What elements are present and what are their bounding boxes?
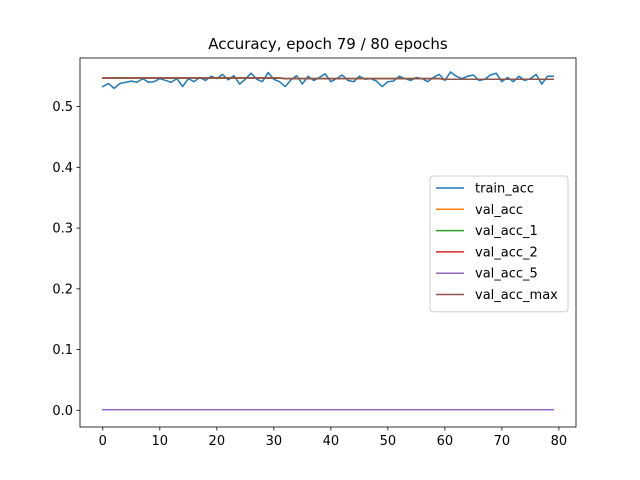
x-tick-label: 30 <box>266 434 283 449</box>
legend-label-val-acc-5: val_acc_5 <box>475 267 538 282</box>
x-tick-label: 40 <box>323 434 340 449</box>
x-tick-label: 70 <box>494 434 511 449</box>
x-tick-label: 60 <box>437 434 454 449</box>
y-tick-label: 0.1 <box>52 343 73 358</box>
series-line-train-acc <box>101 71 554 90</box>
x-tick-label: 10 <box>152 434 169 449</box>
x-tick-label: 80 <box>551 434 568 449</box>
x-tick-label: 50 <box>380 434 397 449</box>
y-tick-label: 0.5 <box>52 100 73 115</box>
legend: train_acc val_acc val_acc_1 val_acc_2 val_ac… <box>429 175 569 313</box>
y-tick-label: 0.3 <box>52 222 73 237</box>
legend-label-val-acc-max: val_acc_max <box>475 288 558 303</box>
chart-title: Accuracy, epoch 79 / 80 epochs <box>208 35 448 53</box>
legend-label-val-acc-1: val_acc_1 <box>475 224 538 239</box>
legend-label-train-acc: train_acc <box>475 182 534 197</box>
legend-label-val-acc-2: val_acc_2 <box>475 245 538 260</box>
x-tick-label: 20 <box>209 434 226 449</box>
legend-label-val-acc: val_acc <box>475 203 523 218</box>
y-tick-label: 0.4 <box>52 161 73 176</box>
y-tick-label: 0.0 <box>52 404 73 419</box>
x-tick-label: 0 <box>99 434 107 449</box>
legend-box <box>429 175 569 313</box>
series-lines <box>101 71 554 411</box>
y-tick-label: 0.2 <box>52 282 73 297</box>
series-line-val-acc-max <box>102 77 554 81</box>
plot-area: 0 10 20 30 40 50 60 70 80 0.0 0.1 0.2 0.3 0.4 0.5 train… <box>52 57 577 449</box>
axes-frame <box>79 57 577 428</box>
